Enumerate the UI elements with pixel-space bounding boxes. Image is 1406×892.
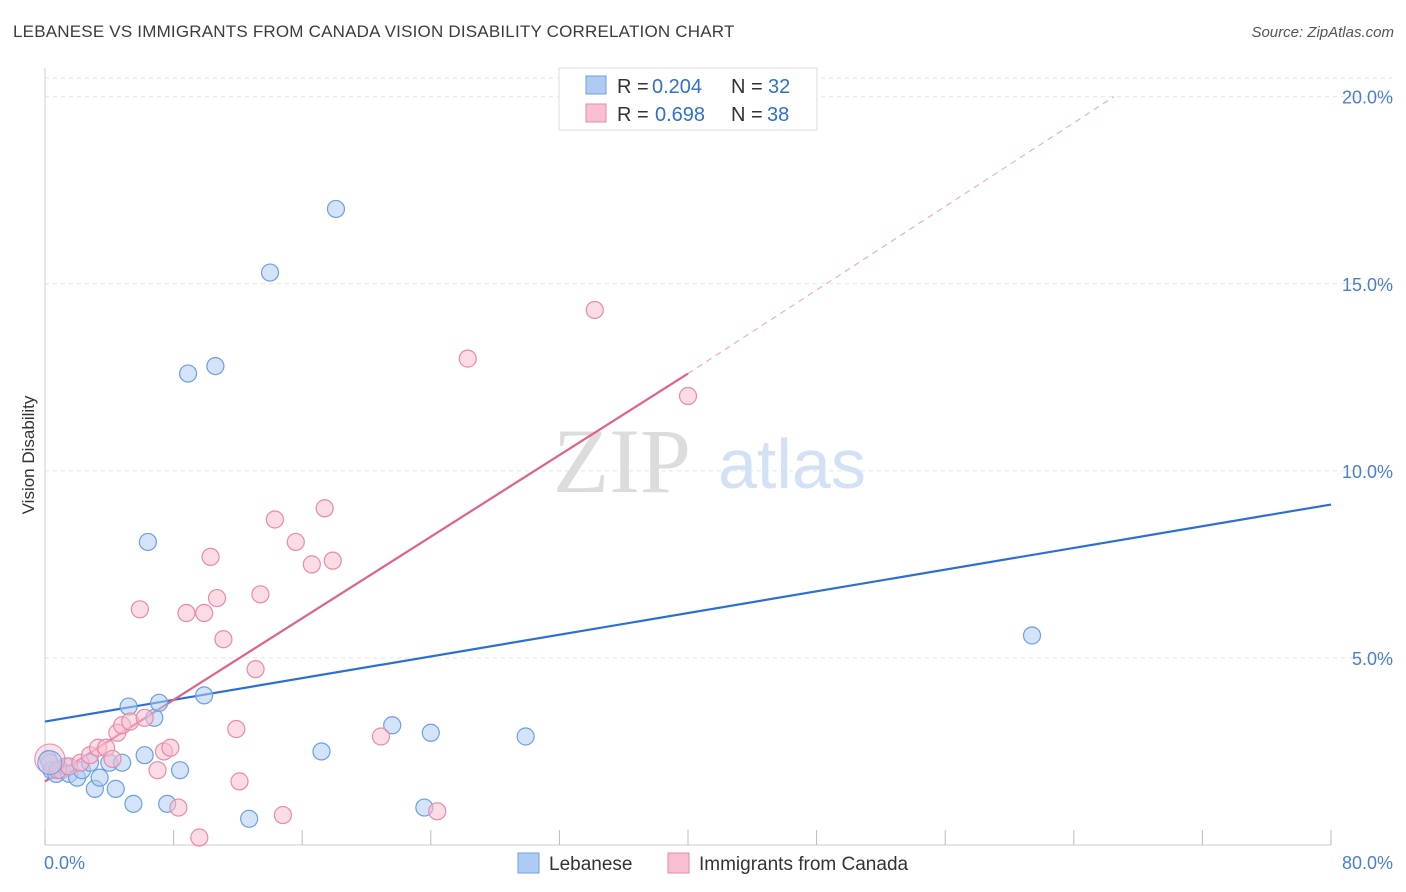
data-point (246, 660, 265, 679)
data-point (315, 499, 334, 518)
legend-r-label-1: R = (617, 76, 649, 98)
data-point (323, 551, 342, 570)
data-point (150, 693, 169, 712)
bottom-legend-lebanese: Lebanese (549, 854, 632, 875)
data-point (207, 588, 227, 608)
y-tick-label: 5.0% (1352, 649, 1393, 669)
data-point (273, 805, 293, 825)
chart-title: LEBANESE VS IMMIGRANTS FROM CANADA VISIO… (13, 22, 735, 41)
data-point (326, 199, 346, 219)
series-legend: Lebanese Immigrants from Canada (517, 852, 909, 875)
watermark-atlas: atlas (718, 425, 866, 503)
data-point (286, 532, 305, 552)
cluster-point (34, 743, 66, 775)
data-point (170, 761, 190, 780)
watermark: ZIP atlas (553, 410, 866, 512)
legend-n-label-1: N = (731, 76, 763, 98)
data-point (214, 630, 233, 649)
axes (44, 68, 1332, 846)
series-lebanese (39, 199, 1042, 828)
data-point (206, 356, 225, 376)
data-point (195, 686, 214, 705)
data-point (177, 603, 196, 623)
data-point (135, 708, 154, 727)
data-point (312, 742, 331, 761)
x-tick-label-min: 0.0% (44, 853, 85, 873)
y-tick-label: 20.0% (1342, 88, 1393, 108)
legend-n-label-2: N = (731, 104, 763, 126)
data-point (138, 532, 157, 552)
bottom-legend-swatch-lebanese (517, 852, 540, 874)
grid (45, 77, 1392, 659)
bottom-legend-swatch-canada (667, 852, 690, 874)
trend-line-blue (44, 503, 1332, 723)
data-point (516, 727, 535, 746)
source-label: Source: ZipAtlas.com (1251, 24, 1394, 41)
legend-n-value-2: 38 (767, 104, 789, 126)
data-point (135, 746, 154, 765)
data-point (201, 547, 220, 567)
y-tick-label: 10.0% (1342, 462, 1393, 482)
legend-swatch-lebanese (585, 75, 607, 95)
data-point (103, 749, 122, 769)
bottom-legend-canada: Immigrants from Canada (699, 854, 909, 875)
stats-legend: R = 0.204 N = 32 R = 0.698 N = 38 (558, 67, 818, 131)
legend-r-value-2: 0.698 (655, 104, 705, 126)
data-point (227, 719, 246, 739)
data-point (161, 738, 180, 757)
data-point (678, 386, 698, 406)
data-point (90, 768, 109, 787)
series-immigrants-from-canada (40, 300, 698, 847)
data-point (190, 828, 209, 847)
data-point (178, 364, 198, 383)
trend-line-extension-pink (687, 96, 1115, 374)
y-tick-labels: 5.0% 10.0% 15.0% 20.0% (1342, 88, 1393, 669)
data-point (265, 510, 284, 529)
data-point (383, 716, 402, 735)
data-point (585, 300, 604, 320)
y-axis-label: Vision Disability (19, 395, 38, 514)
data-point (230, 772, 249, 791)
legend-swatch-canada (585, 103, 607, 123)
data-point (169, 798, 188, 817)
legend-r-value-1: 0.204 (652, 76, 702, 98)
data-point (302, 555, 321, 574)
data-points (34, 199, 1042, 847)
data-point (195, 603, 214, 623)
data-point (371, 727, 391, 746)
data-point (428, 802, 447, 821)
legend-r-label-2: R = (617, 104, 649, 126)
cluster-point (37, 750, 63, 776)
data-point (130, 600, 149, 619)
data-point (148, 761, 167, 780)
watermark-zip: ZIP (553, 410, 691, 512)
legend-n-value-1: 32 (768, 76, 790, 98)
y-tick-label: 15.0% (1342, 275, 1393, 295)
data-point (119, 697, 138, 716)
data-point (240, 809, 259, 828)
data-point (421, 723, 440, 742)
data-point (124, 794, 143, 813)
data-point (106, 779, 125, 798)
data-point (1022, 626, 1042, 645)
data-point (251, 585, 270, 604)
data-point (458, 349, 477, 368)
x-tick-label-max: 80.0% (1342, 853, 1393, 873)
data-point (260, 263, 280, 282)
